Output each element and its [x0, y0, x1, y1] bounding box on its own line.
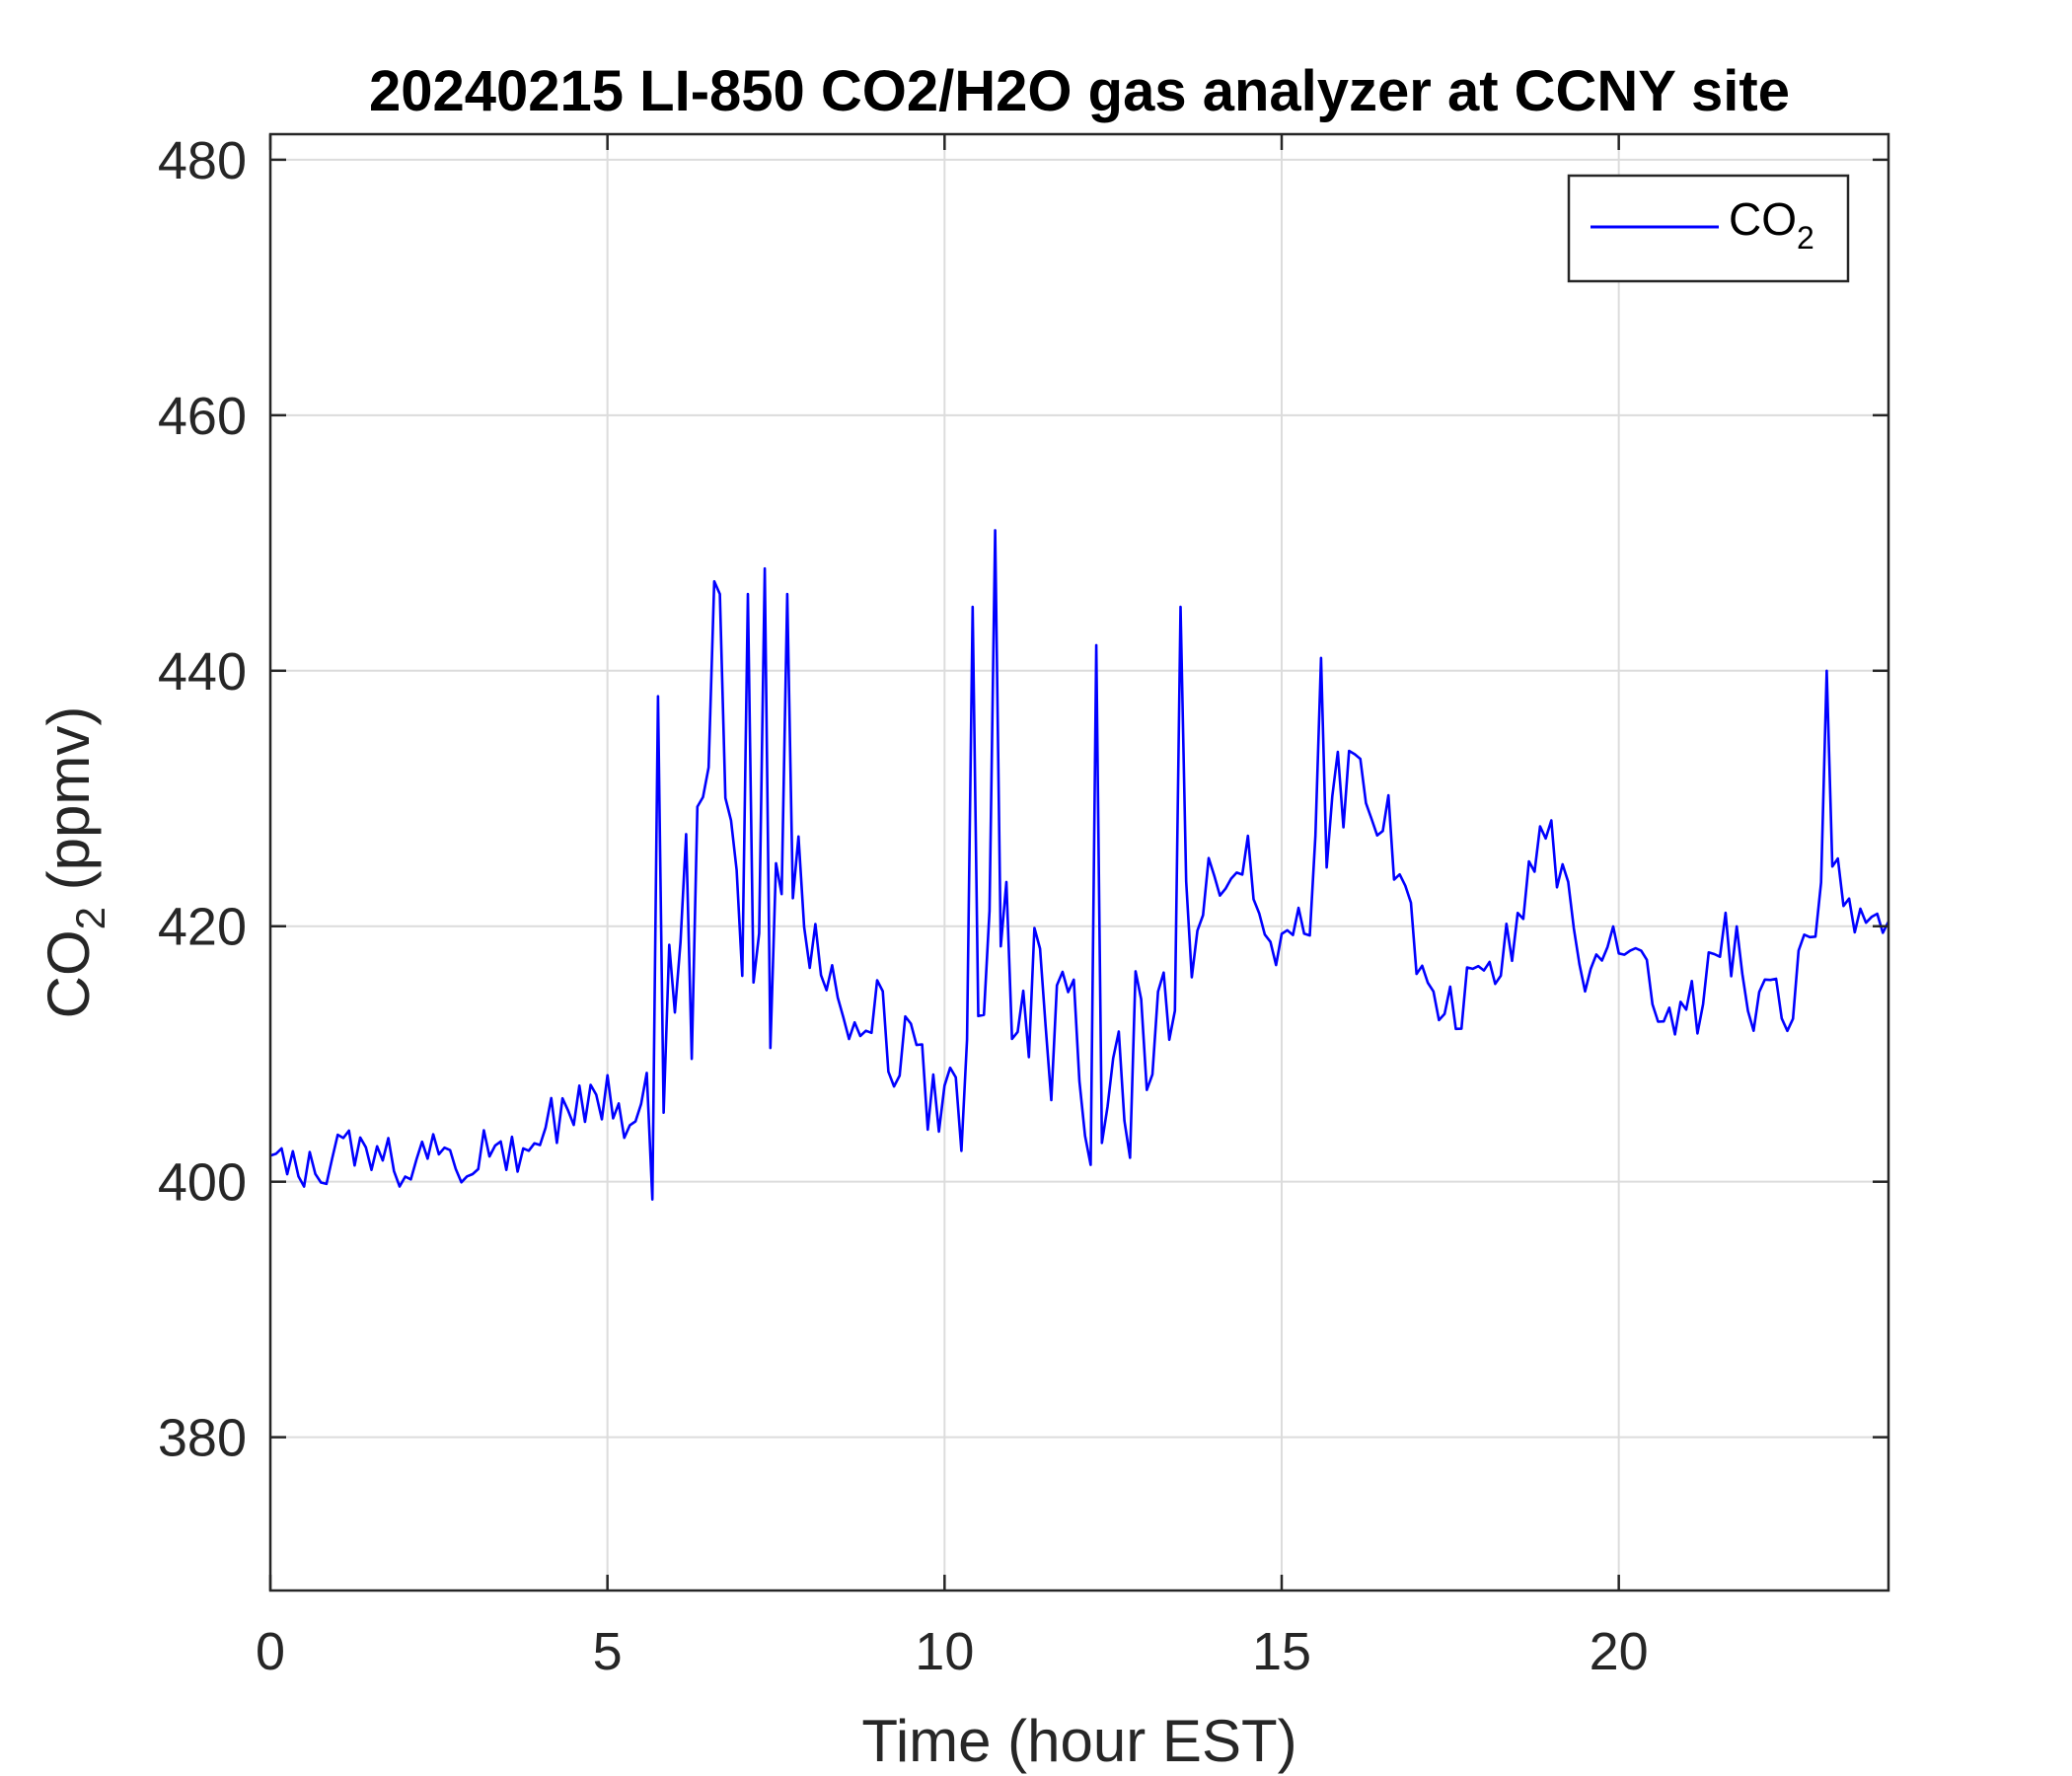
co2-series-line	[269, 529, 1890, 1201]
plot-frame	[268, 132, 1890, 1592]
legend: CO2	[1567, 174, 1850, 283]
legend-entry-base: CO	[1729, 193, 1797, 245]
x-tick-label: 10	[915, 1622, 974, 1681]
x-tick-label: 20	[1590, 1622, 1649, 1681]
y-tick-label: 440	[158, 642, 247, 702]
y-tick-label: 380	[158, 1409, 247, 1468]
axis-ticks: 0 5 10 15 20 380 400 420 440 460 480	[158, 131, 1888, 1681]
y-tick-label: 400	[158, 1153, 247, 1213]
y-axis-label-unit: (ppmv)	[36, 706, 102, 907]
y-axis-label-subscript: 2	[67, 907, 113, 929]
x-axis-label: Time (hour EST)	[861, 1708, 1296, 1774]
x-tick-label: 0	[256, 1622, 285, 1681]
x-tick-label: 15	[1252, 1622, 1311, 1681]
grid-lines	[269, 134, 1888, 1591]
y-tick-label: 480	[158, 131, 247, 190]
plot-area	[270, 134, 1888, 1591]
y-tick-label: 460	[158, 387, 247, 446]
data-layer	[269, 529, 1890, 1201]
legend-entry-co2: CO2	[1729, 193, 1814, 256]
y-axis-label-base: CO	[36, 929, 102, 1018]
legend-entry-subscript: 2	[1797, 220, 1814, 256]
y-tick-label: 420	[158, 898, 247, 957]
chart-title: 20240215 LI-850 CO2/H2O gas analyzer at …	[369, 59, 1790, 123]
x-tick-label: 5	[593, 1622, 623, 1681]
y-axis-label: CO2 (ppmv)	[36, 706, 113, 1019]
